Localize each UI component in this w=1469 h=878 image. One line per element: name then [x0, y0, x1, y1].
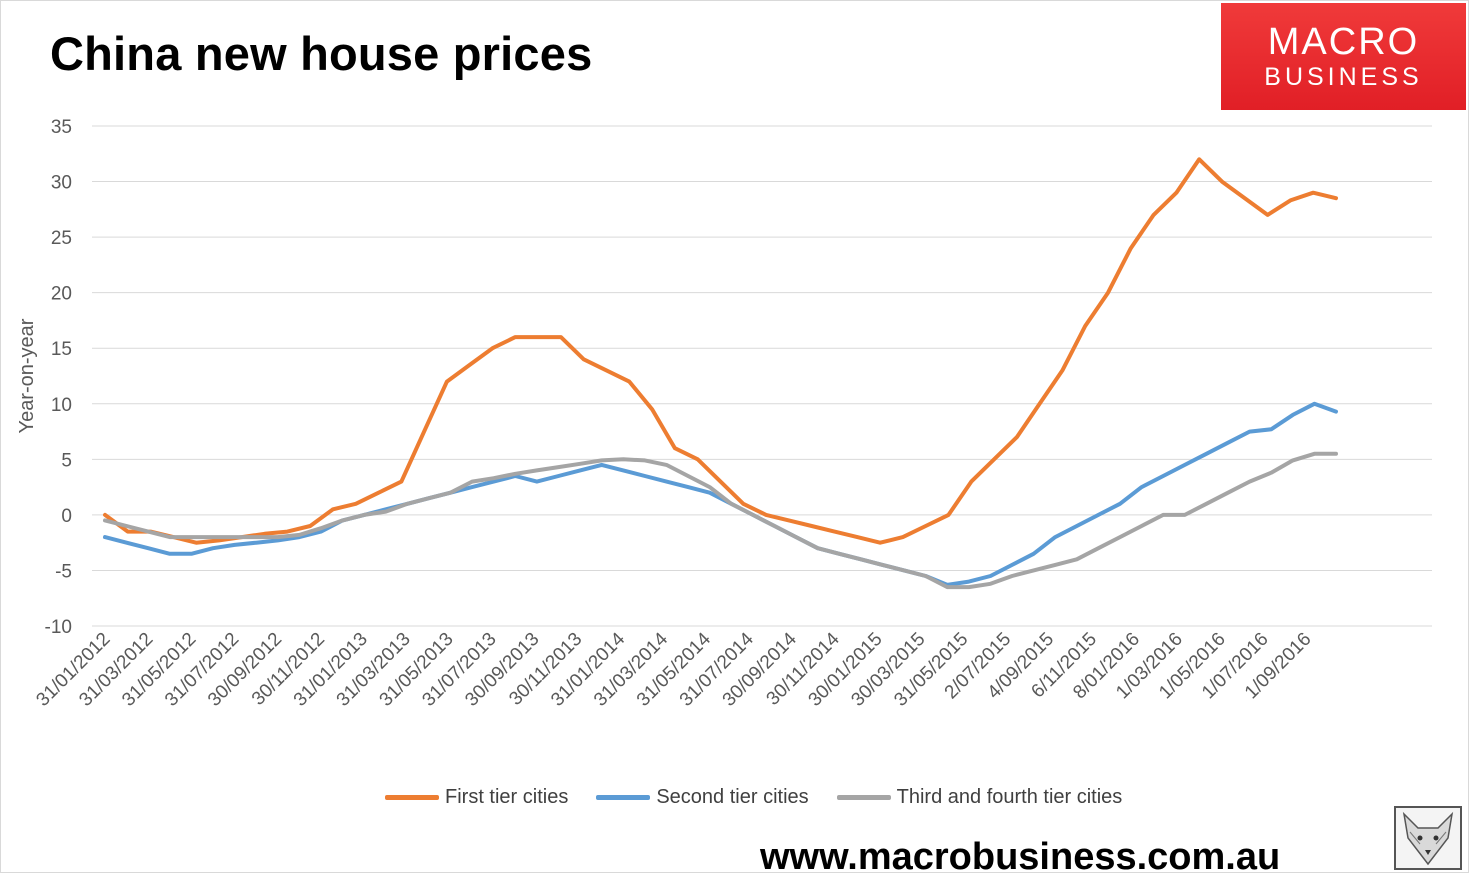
legend-swatch-second-tier: [596, 795, 651, 800]
macrobusiness-logo: MACRO BUSINESS: [1221, 3, 1466, 110]
legend-item-second-tier: Second tier cities: [596, 786, 809, 809]
logo-line-2: BUSINESS: [1264, 63, 1423, 91]
legend-swatch-third-fourth-tier: [836, 795, 891, 800]
y-tick-label: -10: [45, 617, 72, 638]
legend-label-third-fourth-tier: Third and fourth tier cities: [896, 786, 1123, 808]
y-axis-label: Year-on-year: [16, 318, 38, 433]
y-tick-label: 30: [51, 173, 72, 194]
series-line-2: [103, 451, 1338, 590]
y-tick-label: 35: [51, 117, 72, 138]
fox-logo-icon: [1394, 806, 1462, 870]
legend-label-first-tier: First tier cities: [445, 786, 569, 808]
y-tick-label: 5: [61, 450, 72, 471]
series-line-0: [103, 157, 1338, 545]
y-tick-label: 20: [51, 284, 72, 305]
series-line-1: [103, 401, 1338, 587]
chart-legend: First tier cities Second tier cities Thi…: [385, 786, 1150, 809]
legend-item-third-fourth-tier: Third and fourth tier cities: [836, 786, 1123, 809]
legend-item-first-tier: First tier cities: [385, 786, 568, 809]
y-tick-label: 15: [51, 339, 72, 360]
logo-line-1: MACRO: [1267, 21, 1420, 63]
y-tick-label: 25: [51, 228, 72, 249]
page-title: China new house prices: [50, 27, 593, 80]
legend-label-second-tier: Second tier cities: [656, 786, 809, 808]
y-tick-label: 0: [61, 506, 72, 527]
legend-swatch-first-tier: [385, 795, 439, 800]
website-url: www.macrobusiness.com.au: [760, 836, 1281, 878]
y-tick-label: -5: [55, 561, 72, 582]
y-tick-label: 10: [51, 395, 72, 416]
